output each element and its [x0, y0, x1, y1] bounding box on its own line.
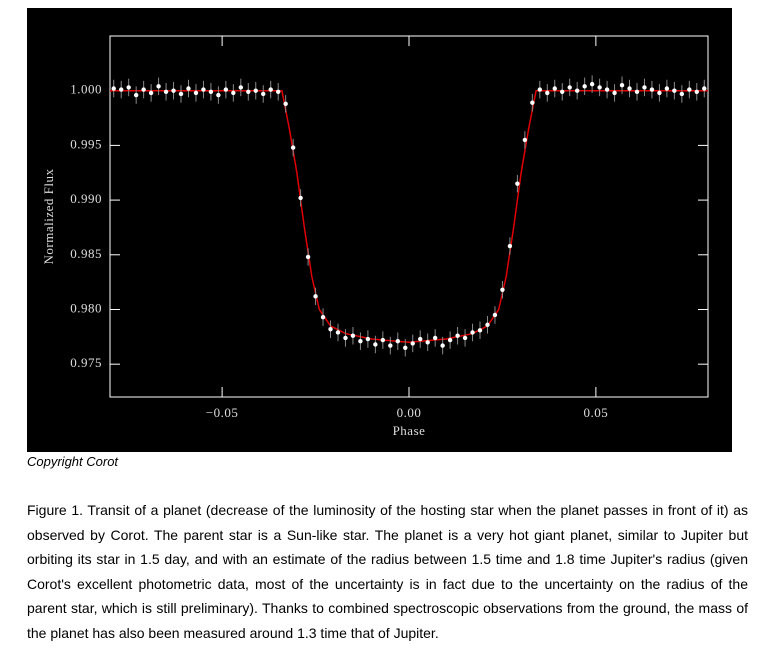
data-point	[522, 137, 528, 143]
x-tick-label: 0.00	[397, 405, 422, 420]
data-point	[290, 145, 296, 150]
data-point	[664, 86, 670, 91]
data-point	[574, 88, 580, 93]
data-point	[485, 322, 490, 327]
data-point	[343, 335, 348, 341]
y-tick-label: 0.985	[70, 246, 102, 261]
data-point	[545, 90, 550, 96]
data-point	[440, 343, 445, 348]
data-point	[649, 87, 655, 92]
data-point	[530, 100, 535, 105]
data-point	[492, 312, 498, 318]
data-point	[679, 91, 685, 97]
data-point	[261, 91, 266, 97]
data-point	[425, 340, 430, 345]
model-line	[110, 89, 708, 344]
data-point	[305, 254, 311, 260]
data-point	[477, 328, 483, 333]
data-point	[253, 88, 258, 93]
data-point	[432, 335, 438, 341]
data-point	[223, 87, 229, 92]
copyright: Copyright Corot	[27, 454, 119, 469]
data-point	[507, 243, 513, 249]
data-point	[358, 339, 363, 344]
data-point	[403, 345, 408, 350]
y-tick-label: 0.975	[70, 355, 102, 370]
data-point	[694, 89, 699, 94]
x-tick-label: 0.05	[584, 405, 609, 420]
y-tick-label: 0.995	[70, 136, 102, 151]
data-point	[447, 337, 453, 343]
data-point	[515, 181, 520, 186]
x-tick-label: −0.05	[206, 405, 239, 420]
data-point	[126, 85, 131, 90]
data-point	[111, 86, 116, 91]
data-point	[193, 90, 199, 96]
y-tick-label: 0.990	[70, 191, 102, 206]
data-point	[500, 287, 505, 292]
data-point	[275, 89, 281, 94]
data-point	[657, 90, 662, 96]
data-point	[687, 87, 692, 92]
data-point	[313, 294, 318, 299]
data-point	[328, 326, 333, 332]
data-point	[388, 343, 393, 348]
data-point	[141, 87, 146, 92]
data-point	[178, 91, 184, 97]
data-point	[148, 90, 154, 96]
data-point	[627, 86, 632, 91]
data-point	[567, 85, 572, 90]
data-point	[634, 89, 640, 94]
data-point	[672, 88, 677, 93]
data-point	[537, 87, 543, 92]
x-axis-label: Phase	[393, 423, 426, 438]
data-point	[552, 86, 557, 91]
data-point	[283, 101, 288, 107]
data-point	[380, 337, 386, 343]
data-point	[462, 335, 468, 341]
data-point	[365, 336, 371, 342]
data-point	[201, 87, 206, 92]
caption: Figure 1. Transit of a planet (decrease …	[27, 502, 748, 641]
data-point	[582, 84, 587, 89]
data-point	[156, 84, 161, 89]
data-point	[186, 86, 191, 91]
data-point	[119, 87, 124, 92]
data-point	[268, 87, 273, 92]
data-point	[410, 341, 415, 346]
data-point	[619, 83, 625, 88]
data-point	[560, 89, 565, 94]
data-point	[373, 342, 378, 347]
chart: −0.05 0.00 0.05 0.975 0.980 0.985 0.990 0.995 1.…	[27, 8, 732, 452]
data-point	[589, 81, 595, 87]
y-tick-label: 0.980	[70, 300, 102, 315]
data-point	[163, 89, 169, 94]
data-point	[455, 333, 460, 338]
data-point	[350, 333, 356, 338]
data-point	[642, 85, 647, 90]
data-point	[395, 339, 400, 344]
y-tick-label: 1.000	[70, 82, 102, 97]
data-point	[335, 330, 341, 335]
data-point	[702, 86, 707, 91]
plot-background	[27, 8, 732, 452]
data-point	[320, 314, 326, 320]
data-point	[133, 92, 139, 98]
data-point	[612, 90, 617, 96]
data-point	[171, 88, 176, 93]
data-point	[231, 90, 236, 96]
data-point	[216, 92, 221, 98]
data-point	[418, 336, 423, 342]
data-point	[208, 89, 214, 94]
data-point	[246, 89, 251, 94]
data-point	[298, 195, 303, 201]
data-point	[470, 330, 475, 335]
data-point	[604, 87, 610, 92]
y-axis-label: Normalized Flux	[41, 169, 56, 265]
data-point	[597, 85, 602, 90]
data-point	[238, 85, 244, 90]
